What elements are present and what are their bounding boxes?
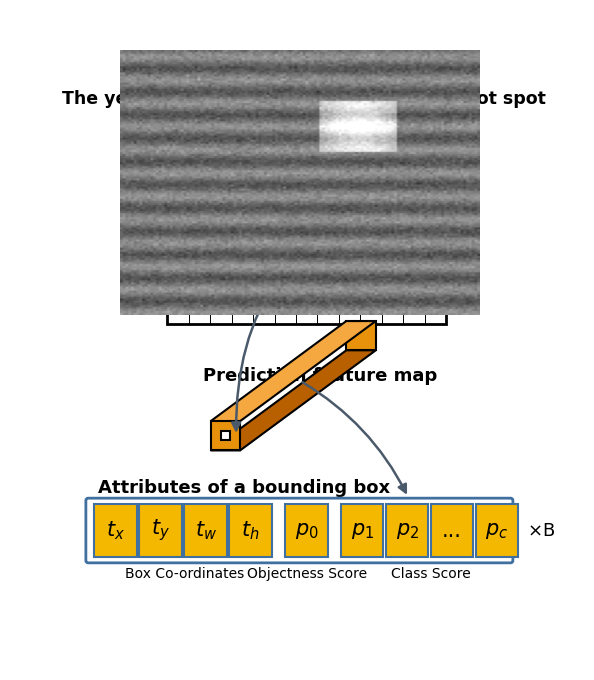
Text: Class Score: Class Score <box>391 567 470 581</box>
FancyArrowPatch shape <box>232 184 405 430</box>
Bar <box>168 120 446 324</box>
Text: Attributes of a bounding box: Attributes of a bounding box <box>97 479 390 497</box>
Text: The yellow grid is responsible for detect hot spot: The yellow grid is responsible for detec… <box>62 90 546 107</box>
Text: $p_2$: $p_2$ <box>396 520 419 541</box>
Bar <box>296 152 425 261</box>
Polygon shape <box>211 321 376 421</box>
Bar <box>341 504 384 558</box>
Bar <box>285 504 328 558</box>
Text: $t_h$: $t_h$ <box>241 520 260 542</box>
Bar <box>229 504 272 558</box>
Text: $p_c$: $p_c$ <box>485 520 508 541</box>
Polygon shape <box>211 350 376 450</box>
Text: $p_1$: $p_1$ <box>350 520 374 541</box>
Bar <box>361 167 403 199</box>
Text: $p_0$: $p_0$ <box>295 520 318 541</box>
Bar <box>221 431 230 441</box>
Text: Objectness Score: Objectness Score <box>248 567 368 581</box>
FancyArrowPatch shape <box>302 382 406 492</box>
Bar <box>184 504 227 558</box>
Bar <box>221 431 230 441</box>
Bar <box>476 504 519 558</box>
Text: Box Co-ordinates: Box Co-ordinates <box>125 567 244 581</box>
Text: $t_y$: $t_y$ <box>151 517 170 543</box>
Polygon shape <box>346 321 376 350</box>
Bar <box>431 504 473 558</box>
Bar <box>293 120 316 123</box>
Polygon shape <box>211 421 240 450</box>
Text: Prediction feature map: Prediction feature map <box>203 367 437 385</box>
Text: $\times$B: $\times$B <box>527 522 555 539</box>
Bar <box>386 504 428 558</box>
Text: ...: ... <box>442 520 462 541</box>
Text: $t_w$: $t_w$ <box>194 520 217 542</box>
Text: $t_x$: $t_x$ <box>106 520 125 542</box>
Bar <box>140 504 182 558</box>
FancyBboxPatch shape <box>86 498 513 563</box>
Bar <box>94 504 137 558</box>
